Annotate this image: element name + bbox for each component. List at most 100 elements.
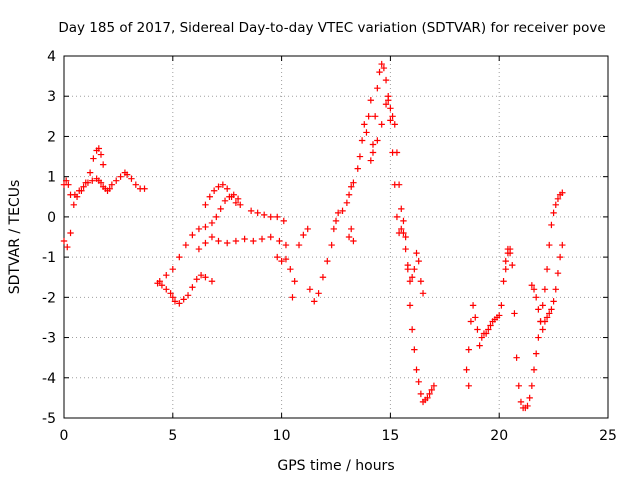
data-point (374, 84, 381, 92)
data-point (369, 149, 377, 156)
data-point (408, 274, 416, 281)
data-point (274, 213, 281, 221)
data-point (539, 302, 546, 309)
data-point (73, 193, 81, 200)
data-point (330, 225, 338, 233)
data-point (141, 185, 148, 192)
data-point (334, 209, 342, 217)
axis-ticks: 0 5 10 15 20 25 -5 -4 -3 -2 -1 0 1 2 3 4 (42, 49, 617, 444)
data-point (556, 253, 564, 261)
x-tick-label: 15 (381, 428, 399, 444)
data-point (232, 199, 240, 207)
data-point (367, 97, 375, 104)
data-point (224, 185, 231, 192)
data-point (528, 282, 536, 289)
data-point (504, 249, 512, 257)
data-point (182, 241, 190, 249)
data-point (417, 278, 425, 285)
data-point (60, 237, 68, 245)
data-point (472, 314, 479, 321)
data-point (193, 276, 200, 283)
data-point (350, 237, 357, 245)
series-track-2 (60, 145, 107, 251)
data-point (532, 350, 540, 357)
x-tick-label: 20 (490, 428, 508, 444)
data-point (496, 312, 503, 319)
data-point (500, 278, 507, 285)
data-point (424, 394, 431, 402)
data-point (363, 129, 370, 136)
data-point (382, 101, 390, 108)
grid (64, 56, 608, 418)
data-point (163, 272, 170, 279)
data-point (99, 161, 107, 168)
series-track-11 (345, 225, 357, 245)
data-point (123, 171, 131, 178)
data-point (197, 272, 205, 279)
data-point (324, 257, 331, 265)
data-point (367, 157, 375, 164)
data-point (550, 209, 557, 217)
data-point (428, 386, 435, 394)
data-point (554, 270, 562, 277)
data-point (467, 318, 475, 325)
data-point (524, 402, 531, 410)
data-point (260, 211, 268, 219)
data-point (559, 189, 566, 196)
series-track-3 (154, 272, 216, 307)
data-point (487, 322, 494, 329)
data-point (306, 286, 314, 293)
data-point (393, 149, 401, 156)
data-point (276, 237, 283, 245)
data-point (430, 382, 438, 390)
x-tick-label: 0 (60, 428, 69, 444)
data-point (113, 177, 120, 184)
data-point (482, 330, 490, 337)
y-tick-label: 2 (47, 129, 56, 145)
data-point (128, 175, 135, 182)
data-point (221, 197, 229, 204)
data-point (400, 217, 407, 225)
series-track-9 (287, 225, 335, 305)
data-point (80, 183, 87, 190)
data-point (398, 225, 405, 233)
data-point (274, 253, 281, 261)
series-track-1 (60, 169, 148, 198)
data-point (554, 195, 562, 202)
data-point (224, 239, 231, 247)
data-point (385, 97, 392, 104)
data-point (378, 60, 385, 68)
data-point (413, 366, 420, 373)
data-point (206, 193, 213, 200)
data-point (195, 245, 203, 253)
data-point (184, 292, 192, 299)
data-point (343, 199, 351, 207)
data-point (393, 213, 401, 221)
data-point (398, 205, 405, 213)
data-point (387, 105, 394, 112)
series-track-10 (330, 179, 357, 233)
data-point (404, 261, 412, 269)
data-point (67, 229, 74, 237)
data-point (356, 153, 364, 160)
data-point (339, 207, 346, 215)
y-tick-label: 3 (47, 89, 56, 105)
series-track-8 (274, 253, 290, 265)
data-point (278, 257, 285, 265)
data-point (511, 310, 518, 317)
data-point (382, 76, 390, 84)
data-point (295, 241, 303, 249)
data-point (408, 326, 416, 333)
series-track-18 (528, 241, 566, 333)
data-point (411, 265, 418, 273)
data-point (304, 225, 311, 233)
data-point (517, 398, 525, 406)
data-point (348, 225, 355, 233)
data-point (287, 265, 294, 273)
data-point (70, 201, 77, 209)
data-point (371, 113, 379, 120)
data-point (419, 290, 427, 297)
data-point (380, 64, 388, 72)
data-point (406, 278, 414, 285)
data-point (219, 181, 227, 188)
